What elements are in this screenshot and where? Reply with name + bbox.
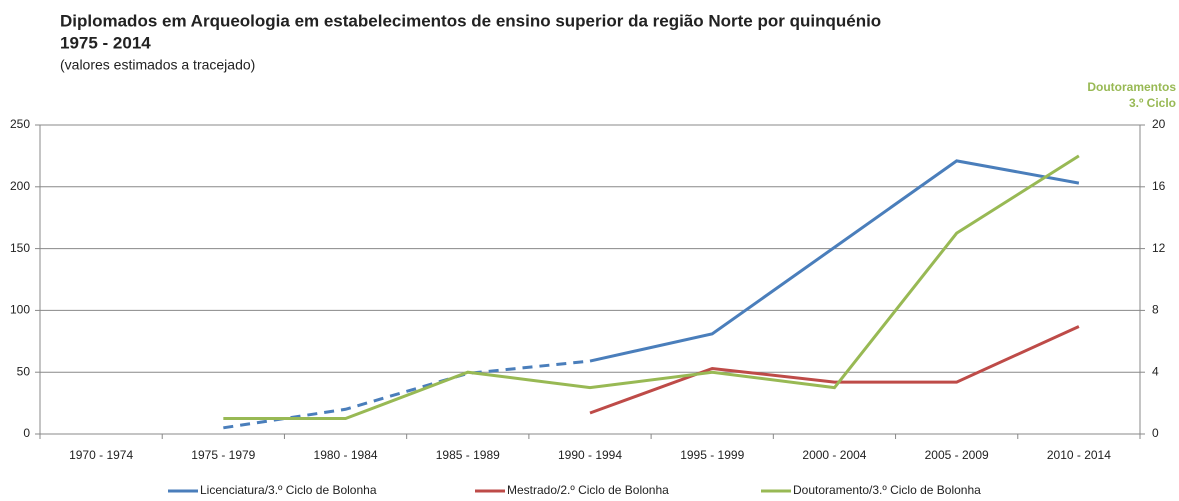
y-tick-label: 0 [23,426,30,440]
x-tick-label: 2010 - 2014 [1047,448,1111,462]
y2-tick-label: 4 [1152,364,1159,378]
y2-axis-label: Doutoramentos [1087,80,1176,94]
x-tick-label: 1970 - 1974 [69,448,133,462]
x-tick-label: 1985 - 1989 [436,448,500,462]
y2-tick-label: 0 [1152,426,1159,440]
legend-label: Doutoramento/3.º Ciclo de Bolonha [793,483,981,497]
legend-label: Mestrado/2.º Ciclo de Bolonha [507,483,669,497]
y2-tick-label: 8 [1152,303,1159,317]
y-tick-label: 250 [10,117,30,131]
legend-label: Licenciatura/3.º Ciclo de Bolonha [200,483,377,497]
y2-tick-label: 16 [1152,179,1166,193]
y-tick-label: 200 [10,179,30,193]
x-tick-label: 2005 - 2009 [925,448,989,462]
chart-subtitle: 1975 - 2014 [60,33,151,52]
x-tick-label: 1980 - 1984 [314,448,378,462]
line-series [589,325,1080,415]
y-tick-label: 100 [10,303,30,317]
x-tick-label: 1990 - 1994 [558,448,622,462]
line-series [223,359,591,430]
y-tick-label: 150 [10,241,30,255]
x-tick-label: 1995 - 1999 [680,448,744,462]
chart-title: Diplomados em Arqueologia em estabelecim… [60,11,881,30]
x-tick-label: 1975 - 1979 [191,448,255,462]
y-tick-label: 50 [17,364,31,378]
line-series [223,154,1080,421]
y2-tick-label: 12 [1152,241,1166,255]
y2-axis-label: 3.º Ciclo [1129,96,1176,110]
chart-note: (valores estimados a tracejado) [60,57,255,73]
x-tick-label: 2000 - 2004 [802,448,866,462]
y2-tick-label: 20 [1152,117,1166,131]
line-series [589,159,1080,363]
